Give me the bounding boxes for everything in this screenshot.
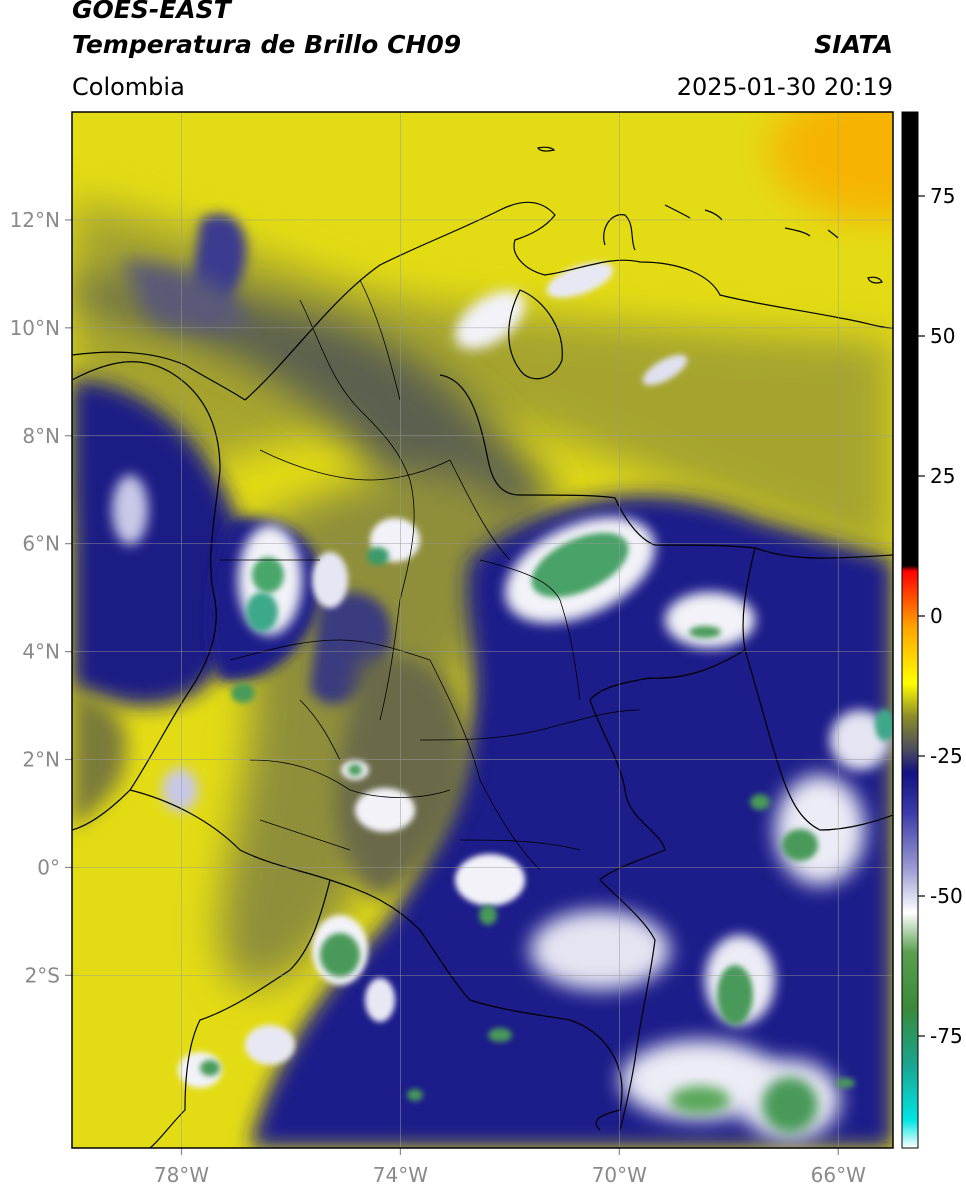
colorbar: 75 50 25 0 -25 -50 -75 xyxy=(901,111,963,1149)
colorbar-tick-label: -75 xyxy=(930,1024,963,1048)
department-borders xyxy=(220,279,641,871)
caribbean-small-island xyxy=(537,146,556,152)
colombia-brazil-border xyxy=(589,699,666,1131)
satellite-imagery xyxy=(72,112,893,1148)
product-title: Temperatura de Brillo CH09 xyxy=(72,30,462,59)
colorbar-gradient xyxy=(901,111,919,1149)
ecuador-peru-border xyxy=(149,879,331,1148)
panama-boundary xyxy=(72,351,246,401)
timestamp-label: 2025-01-30 20:19 xyxy=(676,73,893,101)
colorbar-tick-label: 50 xyxy=(930,324,955,348)
lat-tick-label: 4°N xyxy=(22,640,60,664)
caribbean-coastline xyxy=(244,201,893,401)
venezuela-interior-border xyxy=(754,547,893,559)
venezuela-brazil-border xyxy=(744,649,893,831)
map-frame xyxy=(71,111,894,1149)
lat-tick-label: 12°N xyxy=(10,208,60,232)
lat-tick-label: 2°N xyxy=(22,748,60,772)
axis-ticks: 78°W 74°W 70°W 66°W 12°N 10°N 8°N 6°N 4°N 2°N 0° 2°… xyxy=(10,208,867,1187)
lake-maracaibo xyxy=(508,289,563,380)
lat-tick-label: 2°S xyxy=(25,963,60,987)
lat-tick-label: 6°N xyxy=(22,532,60,556)
brand-label: SIATA xyxy=(814,30,893,59)
colorbar-tick-label: 0 xyxy=(930,604,943,628)
colorbar-tick-label: -25 xyxy=(930,744,963,768)
lat-tick-label: 10°N xyxy=(10,316,60,340)
lon-tick-label: 74°W xyxy=(373,1163,428,1187)
paraguana-peninsula xyxy=(603,214,636,251)
aruba-curacao-islands xyxy=(664,204,839,239)
boundaries-layer xyxy=(72,146,893,1148)
lon-tick-label: 70°W xyxy=(592,1163,647,1187)
gridlines xyxy=(72,112,893,1148)
lon-tick-label: 78°W xyxy=(154,1163,209,1187)
colorbar-tick-label: -50 xyxy=(930,884,963,908)
colorbar-tick-label: 25 xyxy=(930,464,955,488)
colorbar-ticks: 75 50 25 0 -25 -50 -75 xyxy=(918,184,963,1048)
satellite-title: GOES-EAST xyxy=(72,0,231,24)
colombia-venezuela-border xyxy=(439,374,756,701)
lat-tick-label: 8°N xyxy=(22,424,60,448)
region-label: Colombia xyxy=(72,73,185,101)
colorbar-tick-label: 75 xyxy=(930,184,955,208)
colombia-ecuador-border xyxy=(129,789,623,1131)
pacific-coastline xyxy=(72,361,221,831)
lon-tick-label: 66°W xyxy=(811,1163,866,1187)
margarita-island xyxy=(867,276,883,284)
lat-tick-label: 0° xyxy=(37,855,60,879)
